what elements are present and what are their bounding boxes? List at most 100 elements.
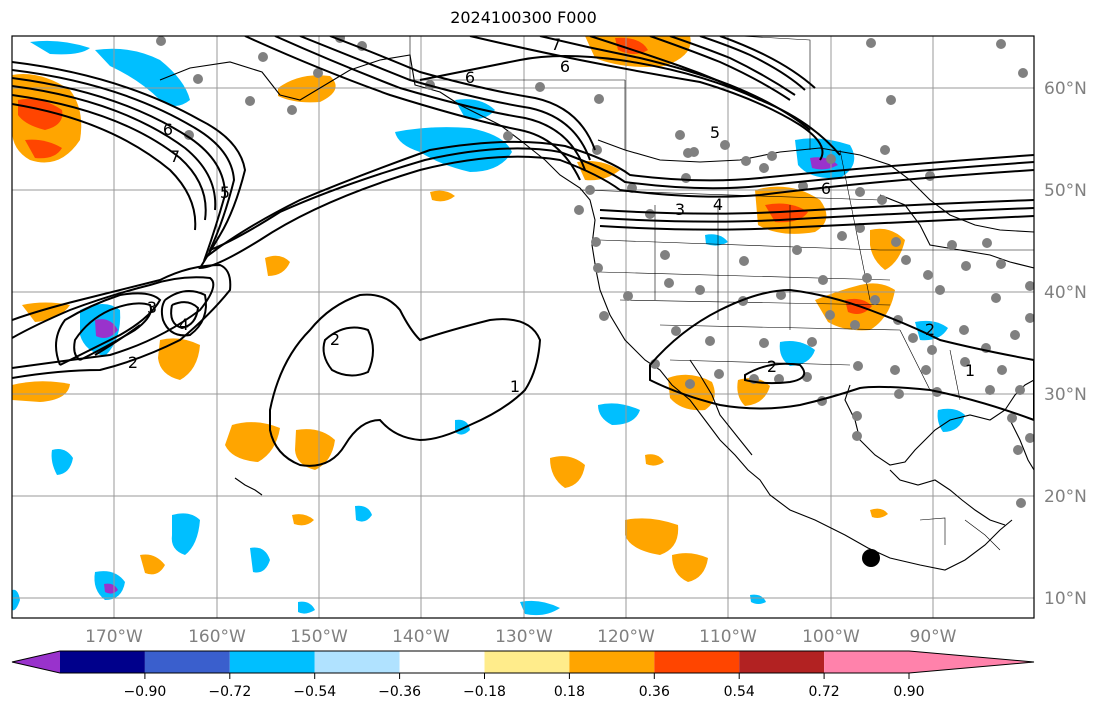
colorbar-swatch xyxy=(824,651,909,673)
contour-label: 1 xyxy=(510,377,520,396)
gridlines xyxy=(12,36,1034,618)
lat-label: 10°N xyxy=(1044,589,1087,609)
contour-label: 2 xyxy=(925,320,935,339)
colorbar-tick-label: −0.72 xyxy=(208,684,251,700)
negative-anomaly xyxy=(937,408,965,432)
colorbar-tick-label: 0.18 xyxy=(554,684,585,700)
negative-anomaly xyxy=(779,341,815,366)
lon-label: 110°W xyxy=(699,627,757,647)
colorbar-tick-label: −0.54 xyxy=(293,684,336,700)
lon-label: 120°W xyxy=(597,627,655,647)
colorbar-tick-label: −0.90 xyxy=(123,684,166,700)
colorbar-swatch xyxy=(229,651,315,673)
positive-anomaly xyxy=(625,518,679,555)
lat-label: 40°N xyxy=(1044,283,1087,303)
strong-positive-anomaly xyxy=(765,203,808,223)
negative-anomaly xyxy=(598,403,640,425)
positive-anomaly xyxy=(22,302,70,322)
positive-anomaly xyxy=(265,255,290,276)
negative-anomaly xyxy=(30,40,90,55)
colorbar-tick-label: 0.54 xyxy=(724,684,755,700)
contour-label: 6 xyxy=(163,120,173,139)
colorbar-swatch xyxy=(399,651,485,673)
colorbar-swatch xyxy=(60,651,145,673)
positive-anomaly xyxy=(140,554,165,575)
contour-label: 5 xyxy=(220,183,230,202)
negative-anomaly xyxy=(298,601,315,614)
longitude-labels: 170°W 160°W 150°W 140°W 130°W 120°W 110°… xyxy=(85,627,957,647)
positive-anomaly xyxy=(278,75,336,103)
colorbar-swatch xyxy=(484,651,570,673)
colorbar-outline xyxy=(11,650,1035,674)
colorbar: −0.90 −0.72 −0.54 −0.36 −0.18 0.18 0.36 … xyxy=(11,650,1035,700)
contour-label: 4 xyxy=(713,195,723,214)
colorbar-swatch xyxy=(144,651,230,673)
negative-anomaly xyxy=(51,449,73,475)
negative-anomaly xyxy=(250,547,270,573)
positive-anomaly xyxy=(737,378,770,406)
negative-anomaly xyxy=(95,48,190,106)
contour-label: 7 xyxy=(170,147,180,166)
negative-anomaly xyxy=(750,594,766,604)
contour-label: 6 xyxy=(821,179,831,198)
lon-label: 140°W xyxy=(392,627,450,647)
strong-positive-anomaly xyxy=(25,139,62,159)
colorbar-tick-label: −0.18 xyxy=(463,684,506,700)
positive-anomaly xyxy=(12,381,70,402)
negative-anomaly xyxy=(705,234,728,246)
contour-label: 7 xyxy=(551,35,561,54)
negative-anomaly xyxy=(355,505,372,522)
contour-label: 5 xyxy=(710,123,720,142)
contour-label: 1 xyxy=(965,361,975,380)
lat-label: 50°N xyxy=(1044,181,1087,201)
colorbar-tick-label: 0.72 xyxy=(809,684,840,700)
feature-marker xyxy=(862,549,880,567)
station-markers xyxy=(156,36,1034,508)
positive-anomaly xyxy=(295,429,335,470)
negative-anomaly xyxy=(395,127,512,172)
lon-label: 170°W xyxy=(85,627,143,647)
contour-label: 2 xyxy=(330,330,340,349)
colorbar-tick-label: 0.90 xyxy=(893,684,924,700)
negative-anomaly xyxy=(171,513,200,555)
contour-label: 4 xyxy=(179,315,189,334)
map-title: 2024100300 F000 xyxy=(450,8,597,27)
contour-label: 2 xyxy=(767,357,777,376)
colorbar-tick-label: −0.36 xyxy=(378,684,421,700)
positive-anomaly xyxy=(430,190,455,202)
colorbar-extend-max xyxy=(909,651,1034,673)
positive-anomaly xyxy=(672,553,708,582)
positive-anomaly xyxy=(225,422,280,462)
negative-anomaly xyxy=(455,99,495,119)
lon-label: 90°W xyxy=(910,627,957,647)
contour-label: 3 xyxy=(147,298,157,317)
positive-anomaly xyxy=(292,514,314,526)
positive-anomaly xyxy=(645,454,664,466)
lat-label: 60°N xyxy=(1044,79,1087,99)
lat-label: 30°N xyxy=(1044,385,1087,405)
lon-label: 100°W xyxy=(802,627,860,647)
lat-label: 20°N xyxy=(1044,487,1087,507)
lon-label: 150°W xyxy=(290,627,348,647)
colorbar-swatch xyxy=(569,651,655,673)
contour-label: 6 xyxy=(465,68,475,87)
lon-label: 130°W xyxy=(495,627,553,647)
contour-label: 6 xyxy=(560,57,570,76)
contour-label: 2 xyxy=(128,353,138,372)
negative-anomaly xyxy=(12,589,20,611)
colorbar-swatch xyxy=(314,651,400,673)
positive-anomaly xyxy=(158,338,200,380)
colorbar-tick-label: 0.36 xyxy=(639,684,670,700)
lon-label: 160°W xyxy=(188,627,246,647)
strong-negative-anomaly xyxy=(95,319,118,338)
positive-anomaly xyxy=(870,508,888,518)
map-frame xyxy=(11,35,1035,619)
colorbar-swatch xyxy=(654,651,740,673)
strong-positive-anomaly xyxy=(615,37,648,54)
positive-anomaly xyxy=(577,161,620,181)
contour-lines xyxy=(12,36,1034,467)
contour-label: 3 xyxy=(675,200,685,219)
latitude-labels: 60°N 50°N 40°N 30°N 20°N 10°N xyxy=(1044,79,1087,609)
negative-anomaly xyxy=(915,320,948,341)
